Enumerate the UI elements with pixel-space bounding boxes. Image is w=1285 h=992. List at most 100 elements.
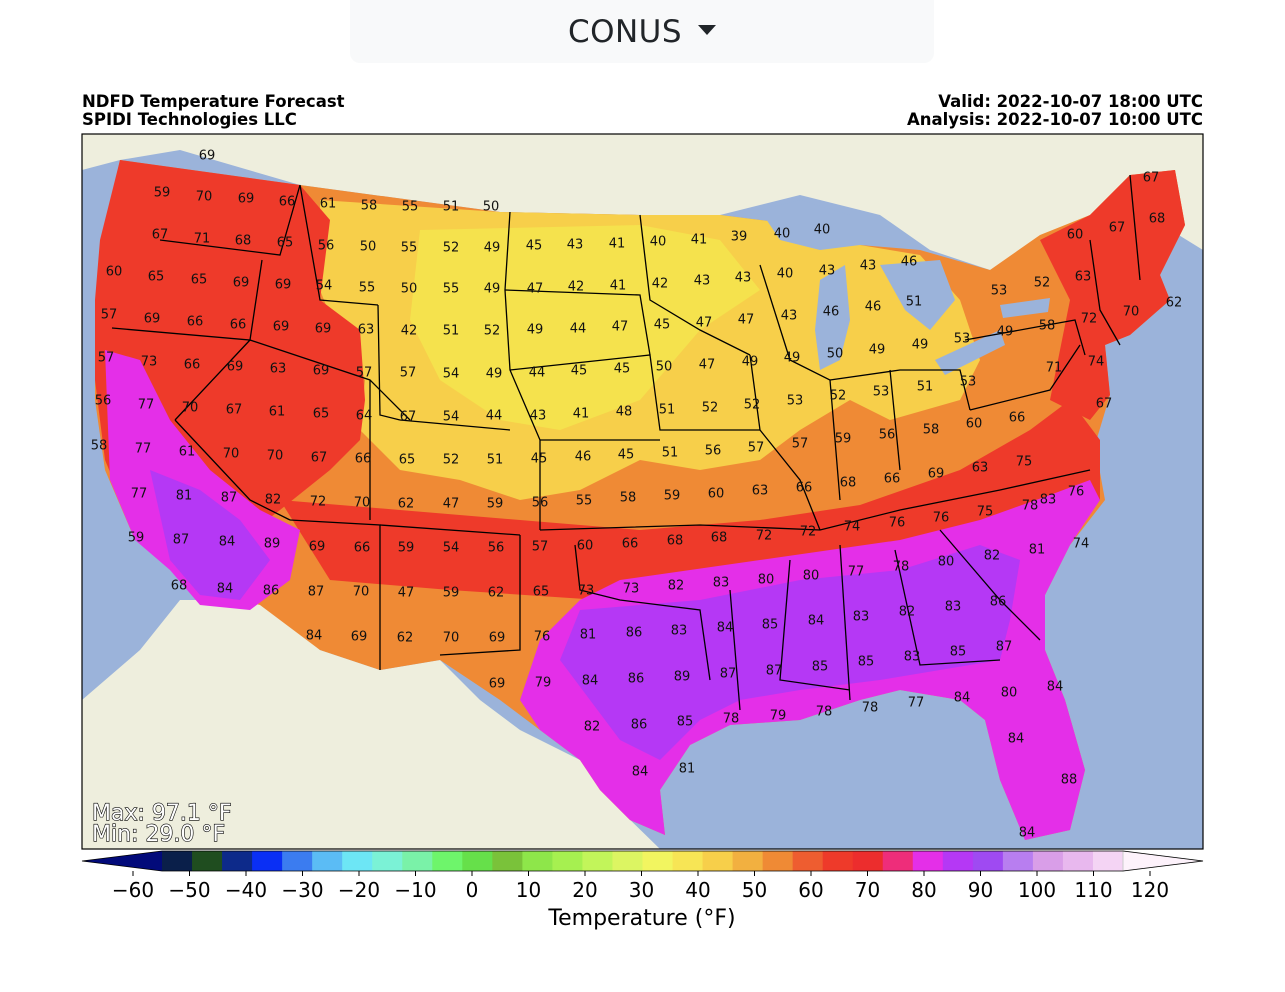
map-temperature-value: 71 [1046,361,1063,376]
colorbar-segment [192,851,223,871]
colorbar-tick-label: 100 [1018,878,1056,902]
map-temperature-value: 59 [664,489,681,504]
chart-source: SPIDI Technologies LLC [82,110,297,129]
map-temperature-value: 63 [358,323,375,338]
colorbar-tick-label: 40 [685,878,710,902]
map-temperature-value: 46 [901,255,918,270]
colorbar-tick-label: 80 [911,878,936,902]
colorbar [81,850,1204,872]
map-temperature-value: 69 [227,360,244,375]
map-temperature-value: 85 [677,715,694,730]
lake-michigan [815,265,850,370]
map-temperature-value: 62 [397,631,414,646]
map-temperature-value: 52 [830,389,847,404]
map-temperature-value: 41 [609,237,626,252]
caret-down-icon[interactable] [698,24,717,35]
map-temperature-value: 60 [708,487,725,502]
colorbar-tick-label: 20 [572,878,597,902]
map-temperature-value: 77 [135,442,152,457]
map-temperature-value: 89 [674,670,691,685]
map-temperature-value: 65 [533,585,550,600]
colorbar-tick-label: −40 [225,878,267,902]
map-temperature-value: 49 [997,325,1014,340]
map-temperature-value: 58 [361,199,378,214]
map-temperature-value: 66 [354,541,371,556]
map-temperature-value: 57 [748,441,765,456]
map-temperature-value: 87 [308,585,325,600]
map-temperature-value: 81 [176,489,193,504]
map-temperature-value: 83 [904,650,921,665]
map-temperature-value: 52 [484,324,501,339]
map-temperature-value: 73 [141,355,158,370]
chart-title: NDFD Temperature Forecast [82,92,345,111]
region-dropdown-label: CONUS [567,13,683,50]
northeast-warm-zone [1040,170,1185,420]
map-temperature-value: 59 [443,586,460,601]
map-temperature-value: 79 [535,676,552,691]
colorbar-segment [792,851,824,871]
map-temperature-value: 87 [766,664,783,679]
map-temperature-value: 60 [1067,228,1084,243]
chart-header-right: Valid: 2022-10-07 18:00 UTC Analysis: 20… [907,93,1203,129]
map-temperature-value: 47 [699,358,716,373]
colorbar-segment [642,851,674,871]
map-temperature-value: 54 [443,541,460,556]
map-temperature-value: 84 [1019,826,1036,841]
map-temperature-value: 68 [840,476,857,491]
map-temperature-value: 59 [835,432,852,447]
map-temperature-value: 82 [899,605,916,620]
map-temperature-value: 68 [667,534,684,549]
map-temperature-value: 55 [576,494,593,509]
region-dropdown[interactable]: CONUS [350,0,934,63]
map-temperature-value: 63 [1075,270,1092,285]
map-temperature-value: 67 [311,451,328,466]
map-temperature-value: 57 [356,366,373,381]
map-temperature-value: 51 [917,380,934,395]
map-temperature-value: 69 [315,322,332,337]
map-temperature-value: 47 [527,282,544,297]
map-temperature-value: 84 [582,674,599,689]
map-temperature-value: 41 [610,279,627,294]
map-temperature-value: 70 [267,449,284,464]
map-temperature-value: 49 [742,355,759,370]
map-temperature-value: 70 [354,496,371,511]
map-temperature-value: 69 [199,149,216,164]
colorbar-segment [732,851,764,871]
map-temperature-value: 69 [489,677,506,692]
map-temperature-value: 65 [313,407,330,422]
map-temperature-value: 63 [270,362,287,377]
colorbar-tick-label: 50 [742,878,767,902]
map-temperature-value: 72 [756,529,773,544]
map-temperature-value: 55 [402,200,419,215]
map-temperature-value: 76 [1068,485,1085,500]
map-temperature-value: 87 [221,491,238,506]
map-temperature-value: 56 [705,444,722,459]
map-temperature-value: 56 [95,394,112,409]
map-temperature-value: 52 [443,453,460,468]
map-temperature-value: 84 [306,629,323,644]
colorbar-segment [282,851,313,871]
map-temperature-value: 67 [1143,171,1160,186]
colorbar-segment [822,851,854,871]
map-temperature-value: 62 [1166,296,1183,311]
southwest-hottest-zone [150,470,270,600]
map-temperature-value: 82 [668,579,685,594]
map-temperature-value: 43 [735,271,752,286]
map-temperature-value: 49 [484,241,501,256]
map-temperature-value: 53 [960,375,977,390]
lake-ontario [1000,298,1050,318]
map-temperature-value: 58 [620,491,637,506]
map-temperature-value: 43 [530,409,547,424]
map-temperature-value: 78 [816,705,833,720]
map-temperature-value: 53 [787,394,804,409]
map-temperature-value: 67 [1096,397,1113,412]
map-temperature-value: 61 [179,445,196,460]
map-temperature-value: 78 [1022,499,1039,514]
colorbar-segment [942,851,974,871]
state-boundaries [111,174,1141,711]
map-temperature-value: 80 [938,555,955,570]
map-temperature-value: 70 [443,631,460,646]
colorbar-tick-label: −20 [338,878,380,902]
map-temperature-value: 85 [950,645,967,660]
map-temperature-value: 47 [696,316,713,331]
